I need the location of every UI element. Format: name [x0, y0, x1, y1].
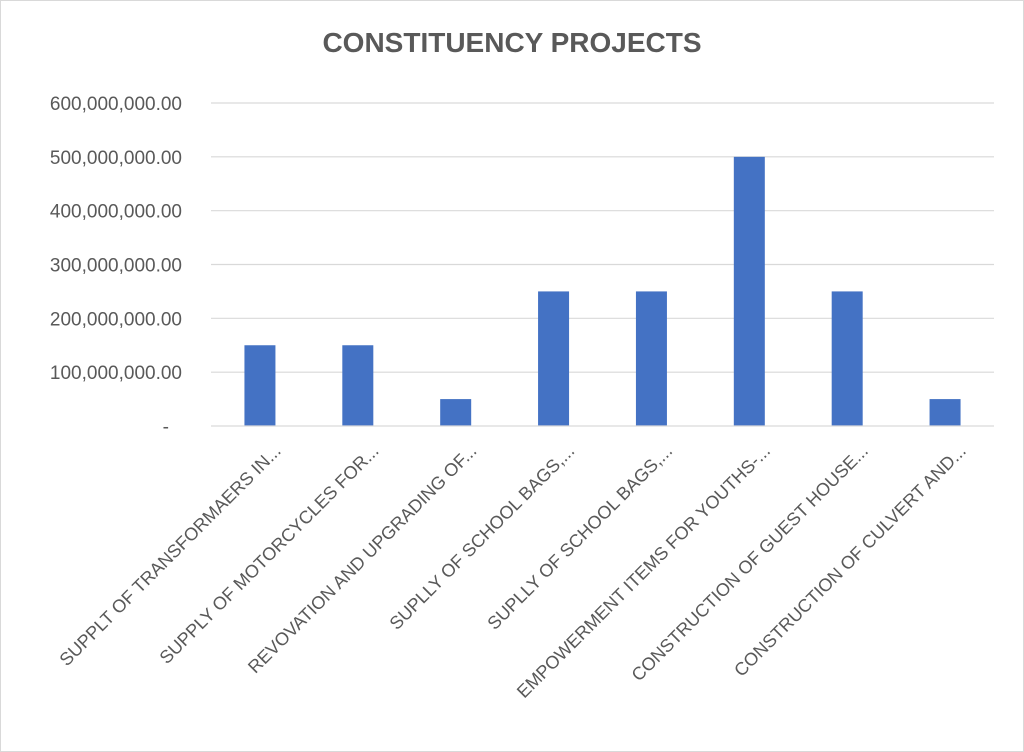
bars	[244, 156, 961, 427]
y-tick-label: 200,000,000.00	[50, 309, 182, 330]
bar	[929, 399, 961, 426]
bar	[244, 345, 276, 426]
y-tick-label: -	[163, 417, 169, 438]
x-axis-ticks: SUPPLT OF TRANSFORMAERS IN...SUPPLY OF M…	[56, 441, 970, 702]
bar	[342, 345, 374, 426]
x-tick-label: SUPPLY OF MOTORCYCLES FOR...	[156, 441, 383, 668]
y-tick-label: 500,000,000.00	[50, 148, 182, 169]
gridlines	[211, 102, 994, 373]
y-tick-label: 100,000,000.00	[50, 363, 182, 384]
chart-title: CONSTITUENCY PROJECTS	[322, 27, 702, 58]
y-tick-label: 300,000,000.00	[50, 256, 182, 277]
x-tick-label: SUPLLY OF SCHOOL BAGS,...	[386, 441, 579, 634]
bar	[538, 291, 570, 426]
y-tick-label: 400,000,000.00	[50, 202, 182, 223]
x-tick-label: SUPLLY OF SCHOOL BAGS,...	[483, 441, 676, 634]
bar	[635, 291, 667, 426]
x-tick-label: SUPPLT OF TRANSFORMAERS IN...	[56, 441, 285, 670]
bar	[831, 291, 863, 426]
y-axis-ticks: - 100,000,000.00 200,000,000.00 300,000,000…	[50, 94, 182, 438]
bar	[440, 399, 472, 426]
bar	[733, 156, 765, 427]
y-tick-label: 600,000,000.00	[50, 94, 182, 115]
